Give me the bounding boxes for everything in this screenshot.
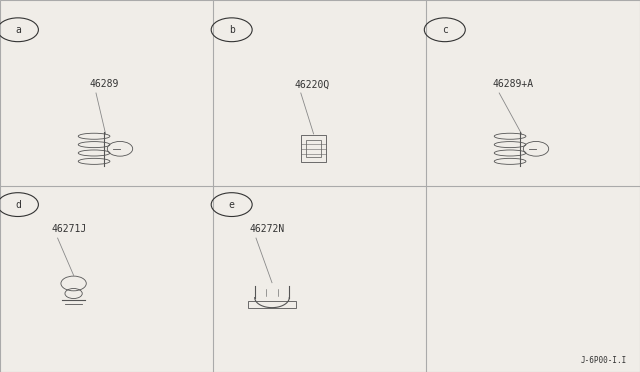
FancyBboxPatch shape <box>306 140 321 157</box>
Text: c: c <box>442 25 448 35</box>
Text: 46289+A: 46289+A <box>493 79 534 89</box>
Text: 46271J: 46271J <box>51 224 86 234</box>
Text: b: b <box>228 25 235 35</box>
Text: d: d <box>15 200 21 209</box>
Text: 46272N: 46272N <box>250 224 285 234</box>
Text: 46220Q: 46220Q <box>294 79 330 89</box>
Text: e: e <box>228 200 235 209</box>
Text: a: a <box>15 25 21 35</box>
Text: 46289: 46289 <box>90 79 119 89</box>
Text: J-6P00-I.I: J-6P00-I.I <box>581 356 627 365</box>
